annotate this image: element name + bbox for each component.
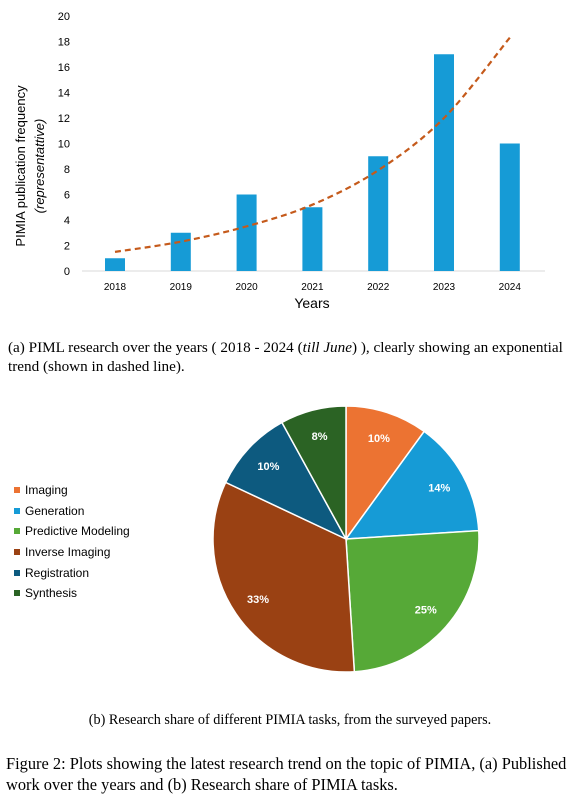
legend-label: Imaging xyxy=(25,483,68,498)
pie-data-label: 33% xyxy=(247,594,269,606)
y-axis-label: PIMIA publication frequency xyxy=(13,85,28,247)
y-tick-label: 12 xyxy=(58,113,70,125)
legend-swatch xyxy=(14,590,20,597)
bar xyxy=(499,143,520,271)
bar xyxy=(434,54,454,271)
pie-data-label: 8% xyxy=(312,431,328,443)
x-tick-label: 2018 xyxy=(104,282,127,293)
bar xyxy=(236,194,257,271)
y-axis-sublabel: (representattive) xyxy=(32,119,47,214)
legend-label: Synthesis xyxy=(25,586,78,601)
y-tick-label: 6 xyxy=(64,190,70,202)
caption-a-post: ) ), clearly showing an exponential tren… xyxy=(8,339,563,375)
pie-data-label: 10% xyxy=(368,433,390,445)
caption-a-italic: till June xyxy=(302,339,352,356)
y-tick-labels: 0 2 4 6 8 10 12 14 16 18 20 xyxy=(58,11,70,278)
x-tick-labels: 2018 2019 2020 2021 2022 2023 2024 xyxy=(104,282,521,293)
legend-label: Registration xyxy=(25,565,90,580)
legend-item-synthesis: Synthesis xyxy=(14,583,130,604)
pie-slice xyxy=(344,430,480,540)
x-tick-label: 2019 xyxy=(170,282,193,293)
pie-data-label: 10% xyxy=(257,461,279,473)
y-tick-label: 8 xyxy=(64,164,70,176)
caption-b: (b) Research share of different PIMIA ta… xyxy=(88,712,492,728)
legend-label: Inverse Imaging xyxy=(25,545,111,560)
legend-label: Generation xyxy=(25,503,85,518)
legend-item-imaging: Imaging xyxy=(14,480,130,501)
pie-chart: 10% 14% 25% 33% 10% 8% xyxy=(212,405,480,673)
y-tick-label: 0 xyxy=(64,266,70,278)
x-tick-label: 2024 xyxy=(499,282,522,293)
y-tick-label: 16 xyxy=(58,62,70,74)
x-tick-label: 2021 xyxy=(301,282,324,293)
y-tick-label: 14 xyxy=(58,88,70,100)
x-tick-label: 2022 xyxy=(367,282,390,293)
pie-slice xyxy=(345,405,426,542)
x-tick-label: 2020 xyxy=(235,282,258,293)
bar xyxy=(368,156,389,271)
caption-a-pre: (a) PIML research over the years ( 2018 … xyxy=(8,339,303,356)
y-tick-label: 4 xyxy=(64,215,70,227)
figure-caption: Figure 2: Plots showing the latest resea… xyxy=(6,754,567,794)
pie-legend: Imaging Generation Predictive Modeling I… xyxy=(14,480,130,604)
pie-data-labels: 10% 14% 25% 33% 10% 8% xyxy=(247,431,450,616)
legend-item-generation: Generation xyxy=(14,501,130,522)
pie-slice xyxy=(212,481,356,673)
pie-slice xyxy=(345,529,480,673)
y-tick-label: 18 xyxy=(58,37,70,49)
y-tick-label: 10 xyxy=(58,139,70,151)
legend-swatch xyxy=(14,507,20,514)
y-tick-label: 2 xyxy=(64,241,70,253)
x-axis-label: Years xyxy=(294,295,329,311)
legend-swatch xyxy=(14,549,20,556)
pie-slices xyxy=(212,405,480,673)
y-tick-label: 20 xyxy=(58,11,70,23)
legend-item-registration: Registration xyxy=(14,562,130,583)
legend-item-predictive-modeling: Predictive Modeling xyxy=(14,521,130,542)
x-tick-label: 2023 xyxy=(433,282,456,293)
pie-data-label: 25% xyxy=(415,604,437,616)
bar-series xyxy=(105,54,520,271)
legend-label: Predictive Modeling xyxy=(25,524,130,539)
bar xyxy=(170,232,191,271)
pie-slice xyxy=(280,405,347,540)
bar xyxy=(302,207,323,271)
legend-swatch xyxy=(14,569,20,576)
bar xyxy=(105,258,125,271)
legend-swatch xyxy=(14,528,20,535)
pie-slice xyxy=(224,421,348,541)
legend-item-inverse-imaging: Inverse Imaging xyxy=(14,542,130,563)
caption-a: (a) PIML research over the years ( 2018 … xyxy=(8,338,568,376)
pie-data-label: 14% xyxy=(428,483,450,495)
legend-swatch xyxy=(14,487,20,494)
